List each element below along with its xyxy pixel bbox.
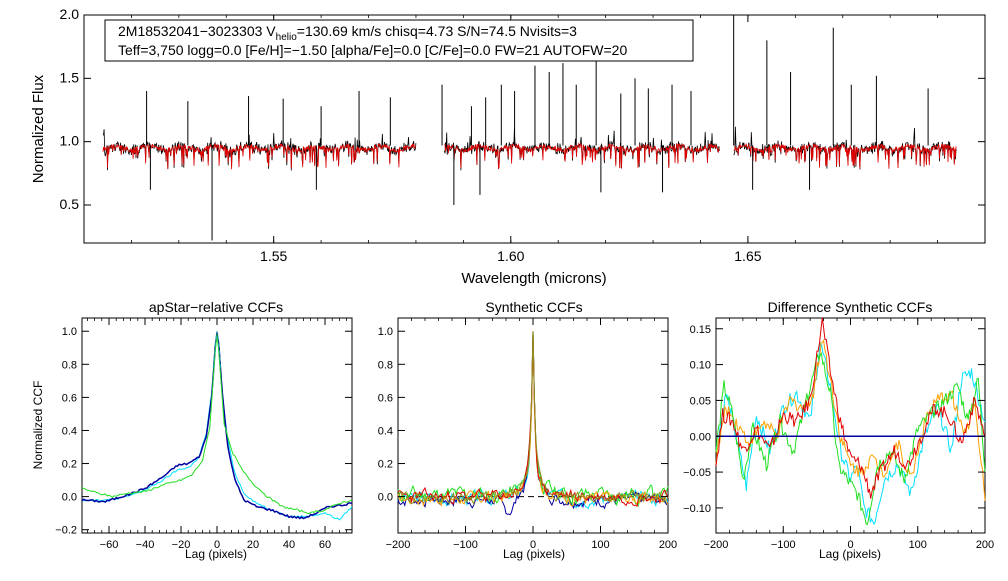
apstar-ylabel: Normalized CCF [31,381,45,470]
difference-ytick-label: 0.05 [690,395,711,407]
difference-ytick-label: −0.10 [683,503,711,515]
synthetic-ccf-olive [397,331,669,506]
info-line-2: Teff=3,750 logg=0.0 [Fe/H]=−1.50 [alpha/… [118,42,627,58]
synthetic-xtick-label: 200 [659,539,677,551]
synthetic-xtick-label: 0 [530,539,536,551]
spectrum-ytick-label: 1.5 [60,69,80,85]
spectrum-xtick-label: 1.60 [497,248,524,264]
spectrum-axes: 1.55 1.60 1.65 0.5 1.0 1.5 2.0 [60,6,985,264]
info-line-1: 2M18532041−3023303 Vhelio=130.69 km/s ch… [118,23,577,43]
spectrum-model-line [733,142,957,169]
spectrum-series [102,15,957,241]
synthetic-ytick-label: 0.6 [378,392,393,404]
difference-xtick-label: −100 [771,539,796,551]
info-line-1-pre: 2M18532041−3023303 V [118,23,276,39]
difference-title: Difference Synthetic CCFs [768,299,933,315]
spectrum-ytick-label: 1.0 [60,133,80,149]
apstar-ytick-label: −0.2 [55,525,77,537]
spectrum-frame [83,14,986,244]
synthetic-ytick-label: 0.2 [378,459,393,471]
apstar-xlabel: Lag (pixels) [185,547,247,561]
apstar-ccf-visit-1 [81,333,353,521]
apstar-xtick-label: −20 [172,539,191,551]
synthetic-series [397,331,669,516]
synthetic-xlabel: Lag (pixels) [503,547,565,561]
synthetic-ccf-orange [397,331,669,507]
apstar-ytick-label: 1.0 [62,326,77,338]
synthetic-axes: −200 −100 0 100 200 0.0 0.2 0.4 0.6 0.8 1.0 [378,318,677,551]
apstar-ccf-visit-2 [81,332,353,520]
difference-xtick-label: 0 [847,539,853,551]
spectrum-xtick-label: 1.55 [260,248,287,264]
difference-xtick-label: 200 [976,539,994,551]
synthetic-title: Synthetic CCFs [485,299,582,315]
spectrum-xtick-label: 1.65 [734,248,761,264]
difference-frame [715,317,986,534]
spectrum-ytick-label: 0.5 [60,196,80,212]
spectrum-ylabel: Normalized Flux [30,74,47,183]
apstar-frame [81,317,353,534]
apstar-ytick-label: 0.2 [62,459,77,471]
difference-ytick-label: 0.15 [690,324,711,336]
difference-ccf-panel: Difference Synthetic CCFs −200 −100 0 100 20… [683,299,994,561]
apstar-ytick-label: 0.4 [62,425,77,437]
difference-ccf-red [715,317,986,499]
difference-xtick-label: −200 [704,539,729,551]
apstar-ytick-label: 0.6 [62,392,77,404]
synthetic-ytick-label: 1.0 [378,326,393,338]
synthetic-xtick-label: −200 [386,539,411,551]
difference-xtick-label: 100 [909,539,927,551]
info-line-1-sub: helio [276,32,298,43]
apstar-title: apStar−relative CCFs [149,299,283,315]
spectrum-panel: 1.55 1.60 1.65 0.5 1.0 1.5 2.0 2M18532041−3023… [30,6,986,287]
difference-series [715,317,986,526]
apstar-axes: −60 −40 −20 0 20 40 60 −0.2 0.0 0.2 0.4 0.6 0.8 1.0 [55,318,352,551]
synthetic-xtick-label: −100 [453,539,478,551]
spectrum-ytick-label: 2.0 [60,6,80,22]
apstar-ccf-visit-3 [81,334,353,515]
apstar-ytick-label: 0.8 [62,359,77,371]
spectrum-model-line [444,142,720,170]
difference-ccf-green [715,352,986,526]
apstar-xtick-label: 0 [214,539,220,551]
info-box [104,19,694,62]
difference-xlabel: Lag (pixels) [819,547,881,561]
synthetic-ccf-panel: Synthetic CCFs −200 −100 0 100 200 0.0 0.2 0.4 0… [378,299,677,561]
spectrum-xlabel: Wavelength (microns) [461,270,606,287]
difference-ccf-orange [715,338,986,501]
difference-ytick-label: −0.05 [683,467,711,479]
apstar-ccf-panel: apStar−relative CCFs −60 −40 −20 0 20 40 60 −0.… [31,299,353,561]
difference-axes: −200 −100 0 100 200 −0.10 −0.05 0.00 0.05 0.10 0.1… [683,318,994,551]
synthetic-ytick-label: 0.4 [378,425,393,437]
apstar-series [81,331,353,521]
info-line-1-post: =130.69 km/s chisq=4.73 S/N=74.5 Nvisits… [297,23,577,39]
synthetic-ytick-label: 0.8 [378,359,393,371]
difference-ytick-label: 0.10 [690,360,711,372]
apstar-ytick-label: 0.0 [62,492,77,504]
apstar-xtick-label: 60 [319,539,331,551]
apstar-xtick-label: 20 [247,539,259,551]
apstar-ccf-combined [212,331,222,368]
synthetic-ytick-label: 0.0 [378,492,393,504]
spectrum-model-line [102,142,417,170]
synthetic-xtick-label: 100 [591,539,609,551]
apstar-xtick-label: −60 [100,539,119,551]
difference-ytick-label: 0.00 [690,431,711,443]
apstar-xtick-label: 40 [283,539,295,551]
apstar-xtick-label: −40 [136,539,155,551]
